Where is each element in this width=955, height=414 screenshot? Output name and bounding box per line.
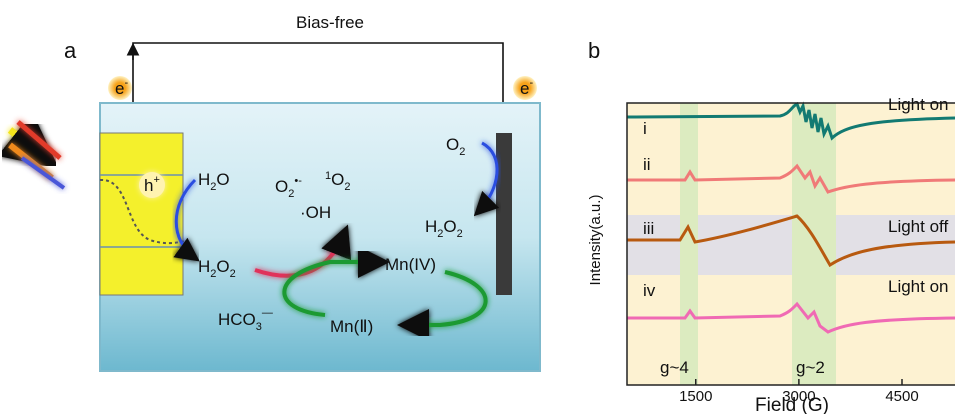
x-tick-label: 3000 [782,388,815,405]
condition-label: Light off [888,217,948,236]
panel-a: a Bias-free e- e- h+ H2O H2O2 O2•- 1O2 ·… [10,13,540,371]
trace-label: i [643,119,647,138]
band-label: g~2 [796,358,825,377]
g-band [680,103,698,385]
band-label: g~4 [660,358,689,377]
species: Mn(Ⅱ) [330,317,373,336]
bias-label: Bias-free [296,13,364,32]
figure: a Bias-free e- e- h+ H2O H2O2 O2•- 1O2 ·… [0,0,955,414]
species: Mn(IV) [385,255,436,274]
light-arrows [10,122,64,188]
trace-label: ii [643,155,651,174]
trace-label: iv [643,281,656,300]
panel-b: b i ii iii iv Light on Light off Light o… [587,38,955,414]
panel-label: a [64,38,77,63]
cathode [496,133,512,295]
g-band [792,103,836,385]
condition-label: Light on [888,95,949,114]
condition-label: Light on [888,277,949,296]
photoanode [100,133,183,295]
x-tick-label: 1500 [679,388,712,405]
x-tick-label: 4500 [885,388,918,405]
panel-label: b [588,38,600,63]
species: ·OH [300,203,331,222]
trace-label: iii [643,219,654,238]
y-axis-label: Intensity(a.u.) [587,195,604,286]
